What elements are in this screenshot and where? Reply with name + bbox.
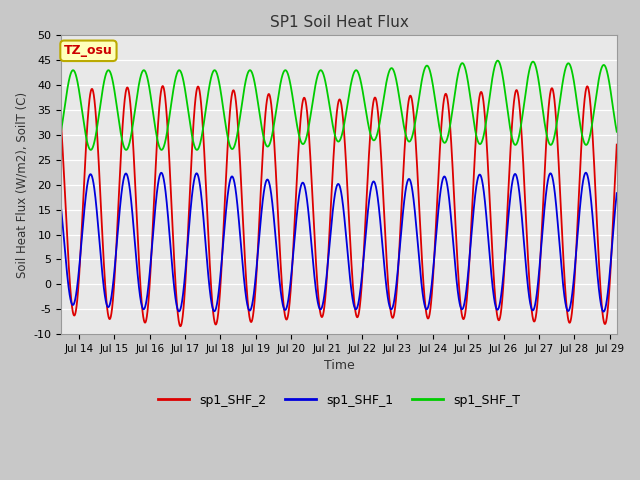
sp1_SHF_T [58, 127, 65, 133]
sp1_SHF_1 [58, 207, 65, 213]
sp1_SHF_1 [295, 193, 303, 199]
sp1_SHF_T [122, 147, 130, 153]
Line: sp1_SHF_1: sp1_SHF_1 [61, 173, 617, 312]
sp1_SHF_2 [613, 142, 621, 147]
sp1_SHF_1 [613, 190, 621, 196]
sp1_SHF_T [568, 70, 576, 76]
sp1_SHF_T [461, 64, 468, 70]
sp1_SHF_1 [600, 309, 607, 314]
sp1_SHF_2 [291, 214, 299, 219]
sp1_SHF_T [321, 79, 329, 84]
sp1_SHF_1 [291, 235, 298, 241]
Title: SP1 Soil Heat Flux: SP1 Soil Heat Flux [269, 15, 408, 30]
sp1_SHF_1 [321, 286, 329, 292]
sp1_SHF_1 [461, 299, 468, 304]
sp1_SHF_2 [596, 277, 604, 283]
sp1_SHF_2 [159, 83, 166, 89]
Text: TZ_osu: TZ_osu [64, 44, 113, 57]
sp1_SHF_T [291, 108, 299, 114]
sp1_SHF_T [494, 58, 502, 63]
sp1_SHF_1 [582, 170, 589, 176]
sp1_SHF_2 [568, 306, 576, 312]
Legend: sp1_SHF_2, sp1_SHF_1, sp1_SHF_T: sp1_SHF_2, sp1_SHF_1, sp1_SHF_T [153, 389, 525, 411]
sp1_SHF_2 [322, 293, 330, 299]
sp1_SHF_1 [568, 292, 576, 298]
sp1_SHF_T [296, 133, 303, 139]
sp1_SHF_1 [596, 294, 604, 300]
sp1_SHF_2 [296, 133, 303, 139]
sp1_SHF_T [596, 71, 604, 77]
Line: sp1_SHF_T: sp1_SHF_T [61, 60, 617, 150]
sp1_SHF_2 [461, 312, 469, 317]
Line: sp1_SHF_2: sp1_SHF_2 [61, 86, 617, 326]
sp1_SHF_2 [177, 324, 184, 329]
sp1_SHF_2 [58, 125, 65, 131]
Y-axis label: Soil Heat Flux (W/m2), SoilT (C): Soil Heat Flux (W/m2), SoilT (C) [15, 92, 28, 278]
X-axis label: Time: Time [324, 360, 355, 372]
sp1_SHF_T [613, 129, 621, 134]
